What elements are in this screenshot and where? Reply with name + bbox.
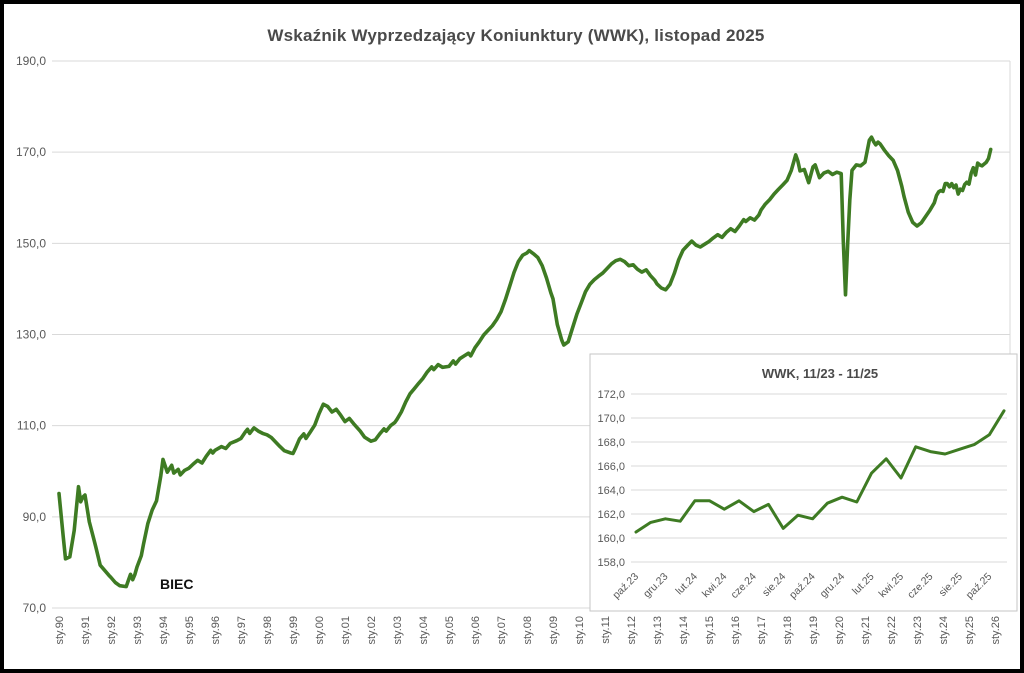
main-y-axis-labels: 190,0 170,0 150,0 130,0 110,0 90,0 70,0 <box>16 54 46 615</box>
main-x-tick-label: sty.05 <box>444 616 456 645</box>
main-x-tick-label: sty.14 <box>678 616 690 645</box>
main-x-tick-label: sty.98 <box>262 616 274 645</box>
main-x-tick-label: sty.20 <box>834 616 846 645</box>
inset-y-tick-label: 170,0 <box>597 413 625 425</box>
main-x-axis-labels: sty.90 sty.91 sty.92 sty.93 sty.94 sty.95 sty.… <box>54 616 1002 645</box>
main-x-tick-label: sty.16 <box>730 616 742 645</box>
inset-y-tick-label: 162,0 <box>597 509 625 521</box>
main-y-tick-label: 150,0 <box>16 236 46 250</box>
main-x-tick-label: sty.96 <box>210 616 222 645</box>
main-x-tick-label: sty.03 <box>392 616 404 645</box>
inset-background <box>589 353 1018 612</box>
main-x-tick-label: sty.11 <box>600 616 612 644</box>
inset-y-tick-label: 158,0 <box>597 557 625 569</box>
biec-annotation: BIEC <box>160 576 194 592</box>
main-y-tick-label: 130,0 <box>16 328 46 342</box>
main-x-tick-label: sty.10 <box>574 616 586 645</box>
main-x-tick-label: sty.18 <box>782 616 794 645</box>
inset-gridlines <box>631 393 1007 563</box>
main-x-tick-label: sty.19 <box>808 616 820 645</box>
main-y-tick-label: 170,0 <box>16 145 46 159</box>
main-y-tick-label: 90,0 <box>23 510 47 524</box>
inset-y-axis-labels: 172,0 170,0 168,0 166,0 164,0 162,0 160,0 158,0 <box>597 389 625 569</box>
main-x-tick-label: sty.26 <box>990 616 1002 645</box>
main-x-tick-label: sty.95 <box>184 616 196 645</box>
inset-y-tick-label: 160,0 <box>597 533 625 545</box>
main-x-tick-label: sty.91 <box>80 616 92 645</box>
inset-y-tick-label: 172,0 <box>597 389 625 401</box>
main-x-tick-label: sty.93 <box>132 616 144 645</box>
inset-chart-title: WWK, 11/23 - 11/25 <box>761 366 879 381</box>
inset-y-tick-label: 164,0 <box>597 485 625 497</box>
main-x-tick-label: sty.06 <box>470 616 482 645</box>
main-x-tick-label: sty.25 <box>964 616 976 645</box>
main-x-tick-label: sty.17 <box>756 616 768 645</box>
main-x-tick-label: sty.13 <box>652 616 664 645</box>
main-x-tick-label: sty.15 <box>704 616 716 645</box>
main-x-tick-label: sty.01 <box>340 616 352 645</box>
main-x-tick-label: sty.90 <box>54 616 66 645</box>
main-x-tick-label: sty.24 <box>938 616 950 645</box>
main-x-tick-label: sty.12 <box>626 616 638 645</box>
main-x-tick-label: sty.21 <box>860 616 872 645</box>
main-y-tick-label: 190,0 <box>16 54 46 68</box>
inset-y-tick-label: 166,0 <box>597 461 625 473</box>
main-x-tick-label: sty.23 <box>912 616 924 645</box>
main-x-tick-label: sty.04 <box>418 616 430 645</box>
main-x-tick-label: sty.09 <box>548 616 560 645</box>
main-x-tick-label: sty.97 <box>236 616 248 645</box>
wwk-inset-series-line <box>634 409 1006 534</box>
main-x-tick-label: sty.00 <box>314 616 326 645</box>
main-x-tick-label: sty.92 <box>106 616 118 645</box>
wwk-main-series-line <box>57 135 993 589</box>
inset-chart: 172,0 170,0 168,0 166,0 164,0 162,0 160,0 158,0… <box>589 353 1018 612</box>
main-x-tick-label: sty.94 <box>158 616 170 645</box>
main-y-tick-label: 70,0 <box>23 601 47 615</box>
main-x-tick-label: sty.02 <box>366 616 378 645</box>
main-y-tick-label: 110,0 <box>17 419 46 433</box>
main-x-tick-label: sty.07 <box>496 616 508 645</box>
chart-title: Wskaźnik Wyprzedzający Koniunktury (WWK)… <box>267 26 765 45</box>
main-x-tick-label: sty.99 <box>288 616 300 645</box>
main-x-tick-label: sty.22 <box>886 616 898 645</box>
main-x-tick-label: sty.08 <box>522 616 534 645</box>
inset-y-tick-label: 168,0 <box>597 437 625 449</box>
wwk-chart-svg: 190,0 170,0 150,0 130,0 110,0 90,0 70,0 sty.90… <box>16 54 1018 645</box>
